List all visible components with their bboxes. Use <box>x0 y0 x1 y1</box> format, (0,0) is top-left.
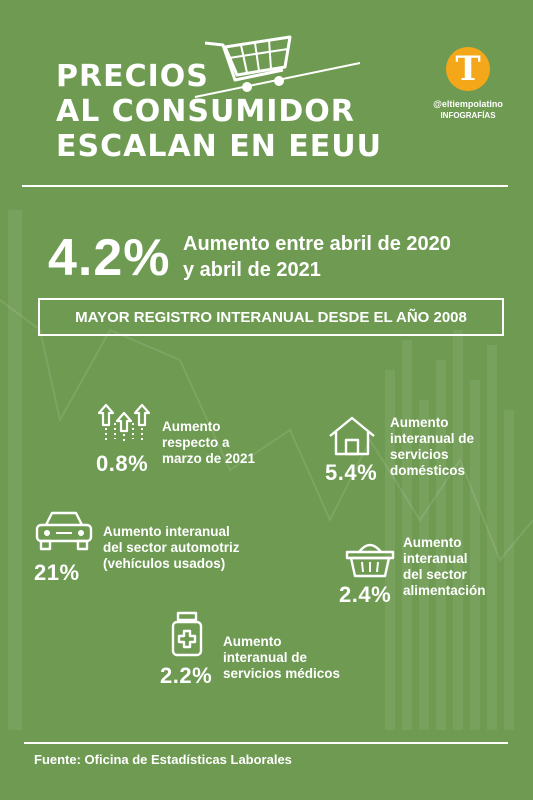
headline-desc-line-1: Aumento entre abril de 2020 <box>183 233 451 255</box>
headline-desc-line-2: y abril de 2021 <box>183 259 321 281</box>
title-line-2: AL CONSUMIDOR <box>56 94 355 129</box>
source-text: Fuente: Oficina de Estadísticas Laborale… <box>34 752 292 767</box>
stat-food-description: Aumento interanual del sector alimentaci… <box>403 535 486 599</box>
medicine-bottle-icon <box>171 611 203 657</box>
stat-medical-description: Aumento interanual de servicios médicos <box>223 634 340 682</box>
source-divider <box>24 742 508 744</box>
stat-medical-desc-line: interanual de <box>223 650 308 665</box>
stat-food-desc-line: alimentación <box>403 583 486 598</box>
stat-food-desc-line: Aumento <box>403 535 462 550</box>
record-banner: MAYOR REGISTRO INTERANUAL DESDE EL AÑO 2… <box>38 298 504 336</box>
stat-food-desc-line: interanual <box>403 551 468 566</box>
title-line-3: ESCALAN EN EEUU <box>56 129 382 164</box>
stat-housing-desc-line: Aumento <box>390 415 449 430</box>
stat-housing-description: Aumento interanual de servicios doméstic… <box>390 415 474 479</box>
stat-medical-desc-line: Aumento <box>223 634 282 649</box>
stat-monthly-desc-line: marzo de 2021 <box>162 451 256 466</box>
stat-food-value: 2.4% <box>339 582 392 607</box>
headline-description: Aumento entre abril de 2020 y abril de 2… <box>183 231 451 283</box>
brand-logo-icon: T <box>446 47 490 91</box>
stat-housing-value: 5.4% <box>325 460 378 485</box>
stat-auto-desc-line: Aumento interanual <box>103 524 230 539</box>
basket-icon <box>345 543 395 578</box>
stat-auto-description: Aumento interanual del sector automotriz… <box>103 524 240 572</box>
headline-value: 4.2% <box>48 229 171 287</box>
up-arrows-icon <box>97 403 151 443</box>
logo-label: INFOGRAFÍAS <box>440 111 496 120</box>
stat-medical-value: 2.2% <box>160 663 213 688</box>
stat-auto-value: 21% <box>34 560 80 585</box>
logo-handle: @eltiempolatino <box>433 99 503 109</box>
title-divider <box>22 185 508 187</box>
stat-food-desc-line: del sector <box>403 567 467 582</box>
stat-auto-desc-line: (vehículos usados) <box>103 556 226 571</box>
title-line-1: PRECIOS <box>56 59 209 94</box>
stat-monthly-description: Aumento respecto a marzo de 2021 <box>162 419 255 467</box>
shopping-cart-icon <box>194 35 361 98</box>
stat-housing-desc-line: servicios <box>390 447 449 462</box>
car-icon <box>35 511 93 551</box>
stat-monthly-value: 0.8% <box>96 451 149 476</box>
stat-medical-desc-line: servicios médicos <box>223 666 341 681</box>
stat-auto-desc-line: del sector automotriz <box>103 540 240 555</box>
stat-monthly-desc-line: Aumento <box>162 419 221 434</box>
house-icon <box>329 416 375 456</box>
stat-monthly-desc-line: respecto a <box>162 435 230 450</box>
stat-housing-desc-line: interanual de <box>390 431 475 446</box>
stat-housing-desc-line: domésticos <box>390 463 466 478</box>
